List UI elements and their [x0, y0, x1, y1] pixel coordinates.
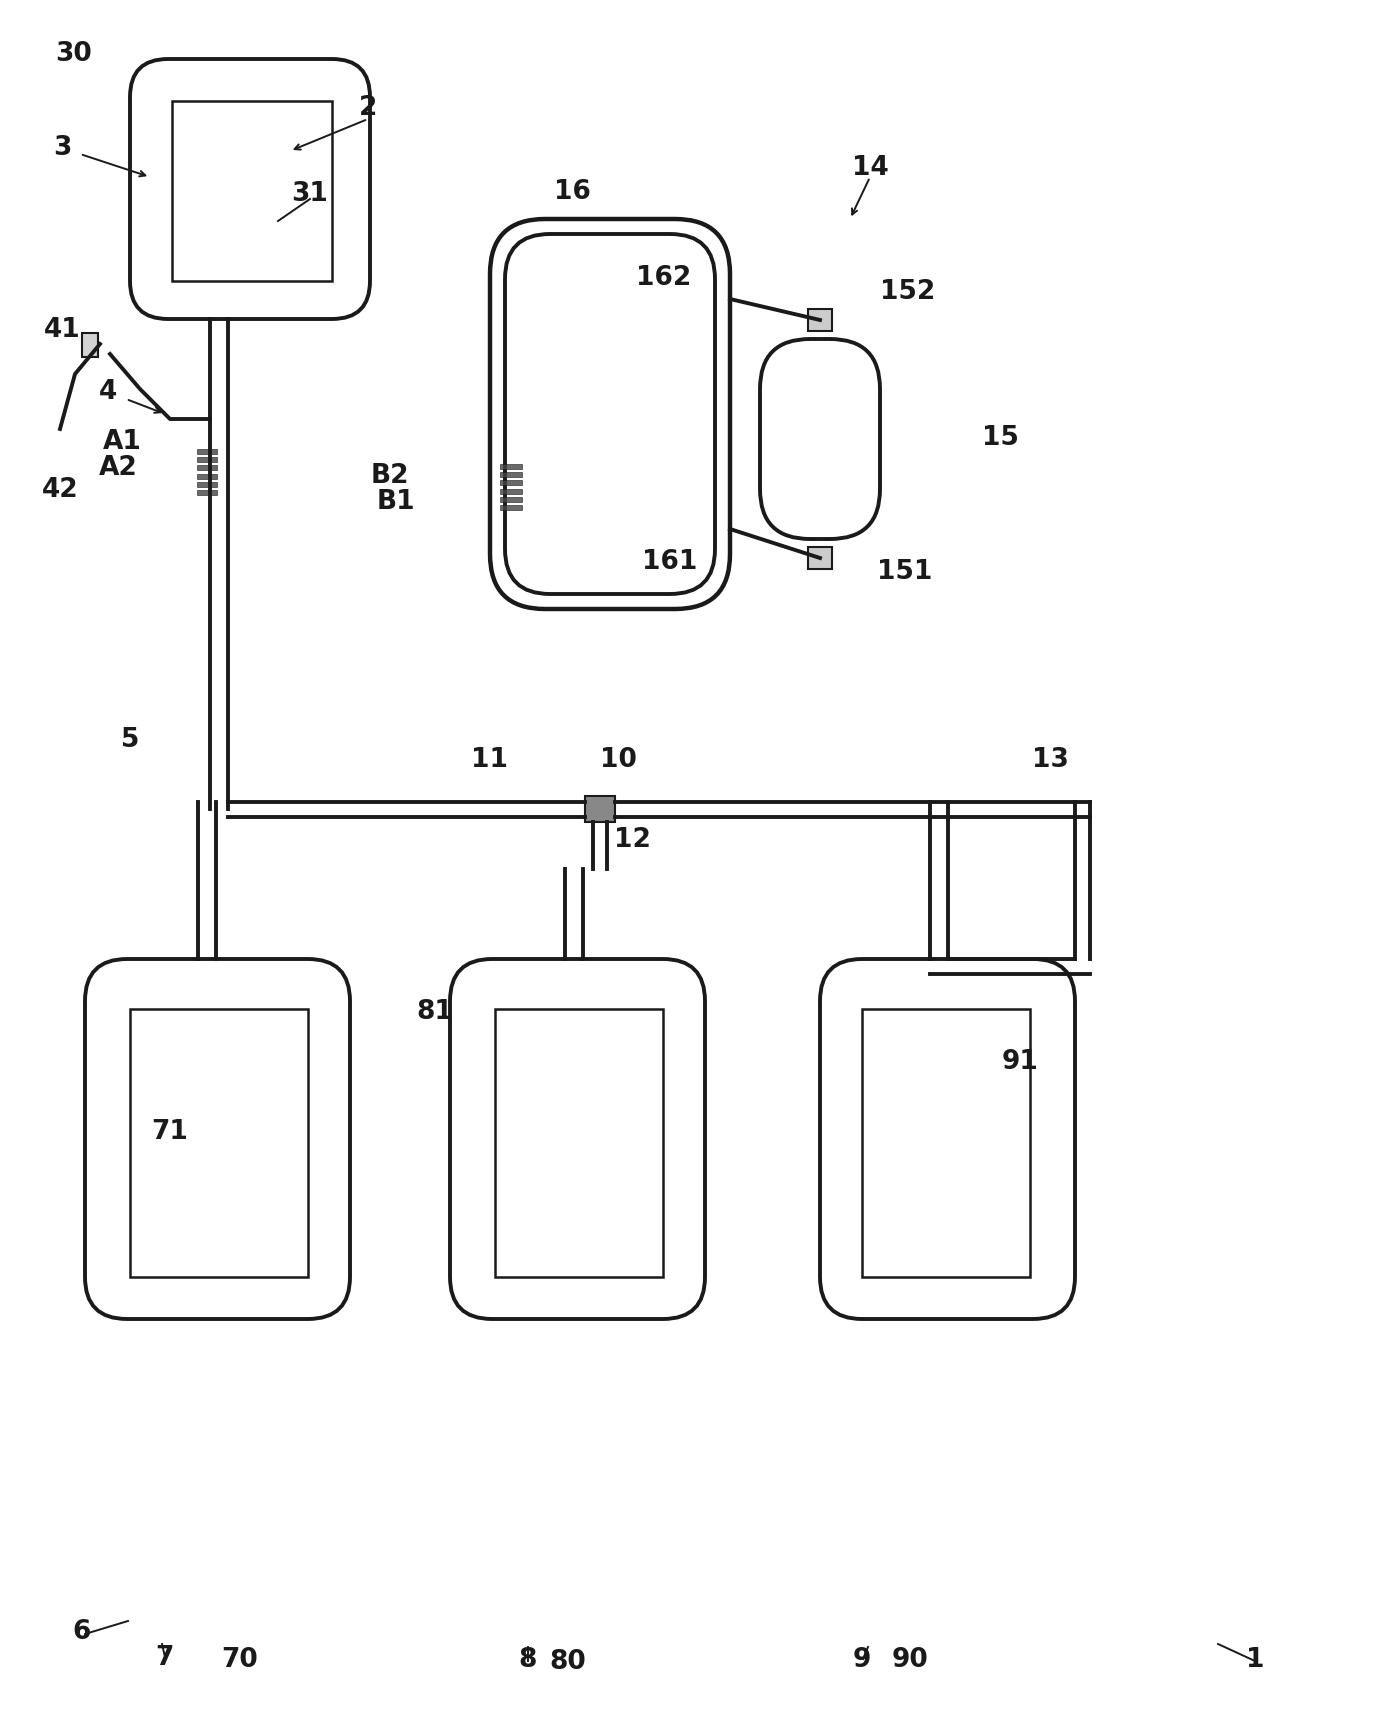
Text: 1: 1 — [1246, 1645, 1264, 1673]
Text: 12: 12 — [614, 826, 650, 852]
Text: 3: 3 — [52, 135, 72, 161]
Text: 70: 70 — [222, 1645, 258, 1673]
Bar — [500, 506, 522, 511]
Text: 80: 80 — [549, 1649, 586, 1675]
Bar — [809, 310, 832, 333]
Text: 41: 41 — [44, 317, 80, 343]
Text: 2: 2 — [359, 94, 377, 122]
Bar — [495, 1010, 662, 1277]
FancyBboxPatch shape — [760, 339, 880, 540]
FancyBboxPatch shape — [505, 235, 715, 595]
Text: 16: 16 — [553, 178, 591, 206]
Text: 8: 8 — [519, 1645, 537, 1673]
Text: 7: 7 — [155, 1644, 172, 1669]
Text: 161: 161 — [642, 548, 698, 574]
Text: 6: 6 — [73, 1618, 91, 1644]
Text: 31: 31 — [291, 182, 328, 207]
Text: 42: 42 — [41, 476, 79, 502]
Bar — [862, 1010, 1029, 1277]
Bar — [130, 1010, 308, 1277]
Text: 15: 15 — [981, 425, 1018, 451]
Bar — [81, 334, 98, 358]
FancyBboxPatch shape — [130, 60, 370, 321]
Bar — [197, 490, 217, 495]
Bar — [197, 475, 217, 480]
Text: 10: 10 — [599, 747, 636, 773]
Bar — [197, 458, 217, 463]
FancyBboxPatch shape — [490, 219, 730, 610]
Text: 152: 152 — [880, 279, 936, 305]
Text: 14: 14 — [851, 154, 889, 182]
Text: B1: B1 — [377, 488, 415, 514]
Bar — [197, 466, 217, 471]
FancyBboxPatch shape — [86, 960, 351, 1320]
Bar — [500, 490, 522, 495]
Text: 11: 11 — [472, 747, 508, 773]
Text: B2: B2 — [371, 463, 410, 488]
Text: 5: 5 — [121, 727, 139, 752]
Bar — [809, 548, 832, 569]
Bar — [500, 480, 522, 485]
Text: 4: 4 — [99, 379, 117, 405]
Bar — [197, 483, 217, 488]
Text: 162: 162 — [636, 266, 691, 291]
Bar — [500, 473, 522, 478]
Bar — [500, 464, 522, 470]
Bar — [197, 449, 217, 454]
Text: A2: A2 — [98, 454, 138, 480]
Text: A1: A1 — [102, 428, 141, 454]
Text: 151: 151 — [878, 559, 933, 584]
Text: 81: 81 — [417, 999, 454, 1025]
Text: 13: 13 — [1032, 747, 1068, 773]
Text: 90: 90 — [891, 1645, 929, 1673]
Bar — [585, 797, 615, 823]
Bar — [500, 497, 522, 502]
FancyBboxPatch shape — [450, 960, 705, 1320]
FancyBboxPatch shape — [820, 960, 1075, 1320]
Text: 91: 91 — [1002, 1049, 1038, 1075]
Text: 30: 30 — [55, 41, 92, 67]
Bar — [172, 101, 333, 281]
Text: 71: 71 — [152, 1118, 189, 1145]
Text: 9: 9 — [853, 1645, 871, 1673]
